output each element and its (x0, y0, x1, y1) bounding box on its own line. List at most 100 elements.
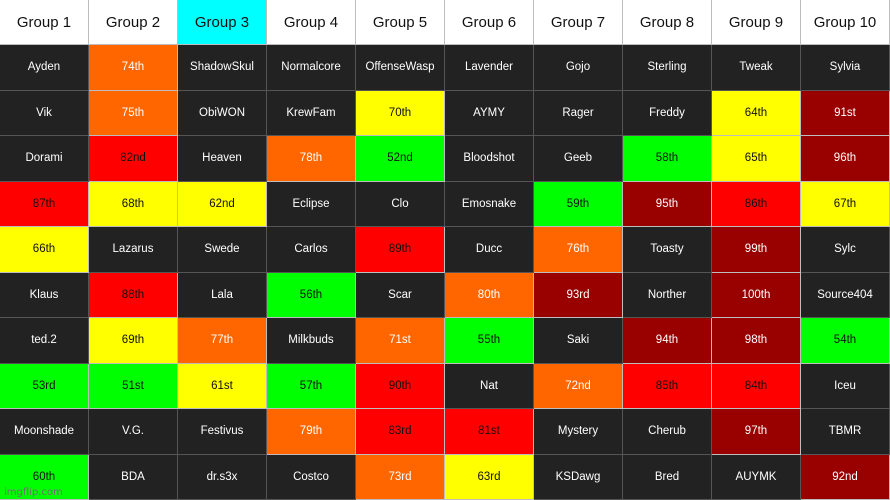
grid-cell-r1-c6: Lavender (445, 45, 534, 91)
group-header-1: Group 1 (0, 0, 89, 45)
grid-cell-r6-c3: Lala (178, 272, 267, 318)
grid-cell-r3-c7: Geeb (534, 136, 623, 182)
grid-cell-r2-c1: Vik (0, 90, 89, 136)
grid-cell-r9-c1: Moonshade (0, 409, 89, 455)
group-header-8: Group 8 (623, 0, 712, 45)
grid-cell-r4-c4: Eclipse (267, 181, 356, 227)
grid-cell-r6-c2: 88th (89, 272, 178, 318)
grid-cell-r9-c10: TBMR (801, 409, 890, 455)
grid-cell-r5-c1: 66th (0, 227, 89, 273)
grid-cell-r3-c3: Heaven (178, 136, 267, 182)
grid-cell-r8-c6: Nat (445, 363, 534, 409)
grid-cell-r5-c3: Swede (178, 227, 267, 273)
grid-cell-r8-c8: 85th (623, 363, 712, 409)
group-header-9: Group 9 (712, 0, 801, 45)
grid-cell-r8-c1: 53rd (0, 363, 89, 409)
grid-cell-r3-c5: 52nd (356, 136, 445, 182)
grid-cell-r4-c5: Clo (356, 181, 445, 227)
grid-cell-r7-c3: 77th (178, 318, 267, 364)
grid-cell-r9-c8: Cherub (623, 409, 712, 455)
grid-cell-r2-c2: 75th (89, 90, 178, 136)
grid-cell-r2-c3: ObiWON (178, 90, 267, 136)
group-header-3: Group 3 (178, 0, 267, 45)
grid-cell-r7-c7: Saki (534, 318, 623, 364)
grid-cell-r4-c3: 62nd (178, 181, 267, 227)
grid-cell-r9-c6: 81st (445, 409, 534, 455)
grid-cell-r5-c7: 76th (534, 227, 623, 273)
grid-cell-r1-c7: Gojo (534, 45, 623, 91)
grid-cell-r7-c6: 55th (445, 318, 534, 364)
grid-cell-r2-c5: 70th (356, 90, 445, 136)
grid-cell-r7-c5: 71st (356, 318, 445, 364)
grid-cell-r1-c9: Tweak (712, 45, 801, 91)
grid-cell-r2-c6: AYMY (445, 90, 534, 136)
grid-cell-r4-c2: 68th (89, 181, 178, 227)
grid-cell-r8-c3: 61st (178, 363, 267, 409)
grid-cell-r2-c7: Rager (534, 90, 623, 136)
grid-cell-r1-c8: Sterling (623, 45, 712, 91)
grid-cell-r2-c9: 64th (712, 90, 801, 136)
grid-cell-r10-c2: BDA (89, 454, 178, 500)
grid-cell-r10-c8: Bred (623, 454, 712, 500)
grid-cell-r5-c4: Carlos (267, 227, 356, 273)
grid-cell-r1-c10: Sylvia (801, 45, 890, 91)
grid-cell-r9-c3: Festivus (178, 409, 267, 455)
grid-cell-r4-c10: 67th (801, 181, 890, 227)
grid-cell-r10-c4: Costco (267, 454, 356, 500)
grid-cell-r7-c4: Milkbuds (267, 318, 356, 364)
grid-cell-r10-c5: 73rd (356, 454, 445, 500)
group-header-7: Group 7 (534, 0, 623, 45)
grid-cell-r3-c8: 58th (623, 136, 712, 182)
grid-cell-r3-c10: 96th (801, 136, 890, 182)
grid-cell-r3-c2: 82nd (89, 136, 178, 182)
grid-cell-r4-c8: 95th (623, 181, 712, 227)
grid-cell-r6-c10: Source404 (801, 272, 890, 318)
grid-cell-r5-c5: 89th (356, 227, 445, 273)
grid-cell-r8-c7: 72nd (534, 363, 623, 409)
grid-cell-r4-c7: 59th (534, 181, 623, 227)
grid-cell-r1-c4: Normalcore (267, 45, 356, 91)
grid-cell-r10-c7: KSDawg (534, 454, 623, 500)
grid-cell-r3-c1: Dorami (0, 136, 89, 182)
grid-cell-r7-c10: 54th (801, 318, 890, 364)
grid-cell-r3-c9: 65th (712, 136, 801, 182)
grid-cell-r9-c9: 97th (712, 409, 801, 455)
grid-cell-r6-c1: Klaus (0, 272, 89, 318)
grid-cell-r7-c8: 94th (623, 318, 712, 364)
grid-cell-r6-c5: Scar (356, 272, 445, 318)
grid-cell-r3-c4: 78th (267, 136, 356, 182)
grid-cell-r9-c4: 79th (267, 409, 356, 455)
grid-cell-r7-c9: 98th (712, 318, 801, 364)
grid-cell-r8-c10: Iceu (801, 363, 890, 409)
grid-cell-r8-c2: 51st (89, 363, 178, 409)
grid-cell-r9-c2: V.G. (89, 409, 178, 455)
grid-cell-r8-c9: 84th (712, 363, 801, 409)
grid-cell-r6-c6: 80th (445, 272, 534, 318)
grid-cell-r2-c8: Freddy (623, 90, 712, 136)
grid-cell-r4-c6: Emosnake (445, 181, 534, 227)
grid-cell-r8-c4: 57th (267, 363, 356, 409)
grid-cell-r2-c10: 91st (801, 90, 890, 136)
grid-cell-r10-c6: 63rd (445, 454, 534, 500)
group-header-5: Group 5 (356, 0, 445, 45)
grid-cell-r5-c10: Sylc (801, 227, 890, 273)
grid-cell-r7-c2: 69th (89, 318, 178, 364)
grid-cell-r10-c9: AUYMK (712, 454, 801, 500)
grid-cell-r10-c3: dr.s3x (178, 454, 267, 500)
group-header-6: Group 6 (445, 0, 534, 45)
grid-cell-r10-c10: 92nd (801, 454, 890, 500)
grid-cell-r1-c1: Ayden (0, 45, 89, 91)
grid-cell-r6-c4: 56th (267, 272, 356, 318)
grid-cell-r10-c1: 60th (0, 454, 89, 500)
grid-cell-r2-c4: KrewFam (267, 90, 356, 136)
grid-cell-r6-c7: 93rd (534, 272, 623, 318)
grid-cell-r8-c5: 90th (356, 363, 445, 409)
grid-cell-r7-c1: ted.2 (0, 318, 89, 364)
group-header-4: Group 4 (267, 0, 356, 45)
grid-cell-r1-c5: OffenseWasp (356, 45, 445, 91)
grid-cell-r5-c9: 99th (712, 227, 801, 273)
grid-cell-r5-c2: Lazarus (89, 227, 178, 273)
group-header-2: Group 2 (89, 0, 178, 45)
grid-cell-r6-c8: Norther (623, 272, 712, 318)
